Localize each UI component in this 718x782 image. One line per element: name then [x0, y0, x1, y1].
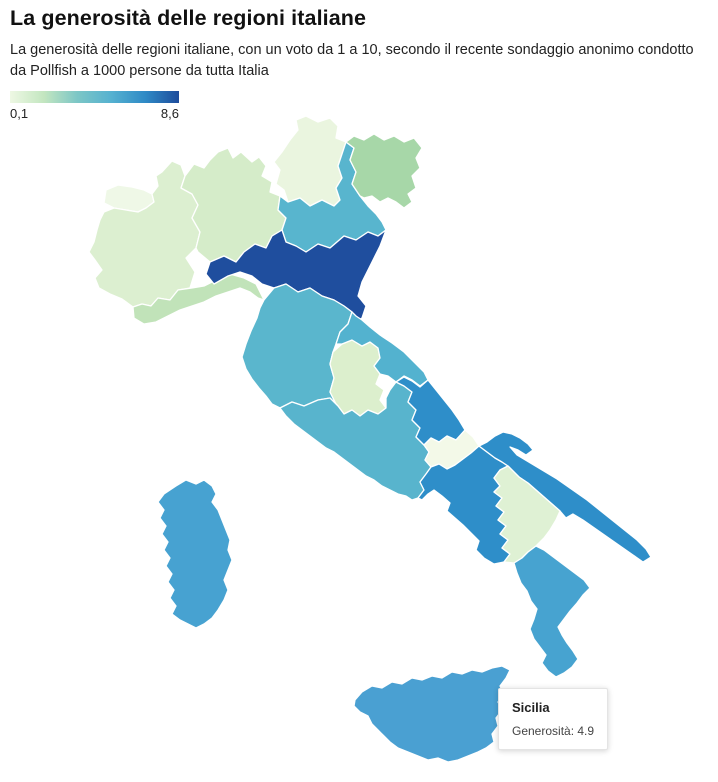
region-sardegna[interactable]: [157, 479, 233, 629]
legend-max-label: 8,6: [160, 106, 179, 121]
region-liguria[interactable]: [132, 273, 265, 325]
region-emilia-romagna[interactable]: [205, 229, 387, 323]
region-calabria[interactable]: [513, 545, 591, 678]
legend-gradient-bar: [10, 91, 179, 103]
legend-min-label: 0,1: [10, 106, 29, 121]
region-trentino-alto-adige[interactable]: [273, 115, 347, 207]
tooltip-region-name: Sicilia: [512, 700, 550, 715]
page-subtitle: La generosità delle regioni italiane, co…: [10, 42, 694, 79]
tooltip-value: Generosità: 4.9: [512, 724, 595, 738]
legend: 0,1 8,6: [10, 91, 179, 121]
region-basilicata[interactable]: [493, 465, 561, 564]
region-sicilia[interactable]: [353, 665, 511, 763]
page-title: La generosità delle regioni italiane: [10, 6, 367, 30]
header: La generosità delle regioni italiane La …: [10, 6, 710, 121]
tooltip: Sicilia Generosità: 4.9: [498, 688, 609, 750]
legend-labels: 0,1 8,6: [10, 106, 179, 121]
region-umbria[interactable]: [329, 339, 387, 417]
region-friuli-venezia-giulia[interactable]: [345, 133, 423, 209]
